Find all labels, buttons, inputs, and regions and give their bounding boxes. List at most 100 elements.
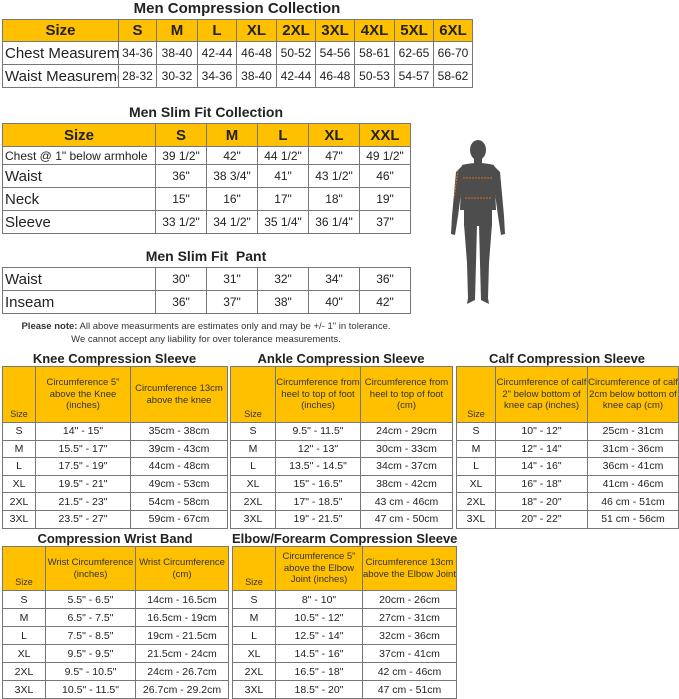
table-cell: 46" [359, 164, 411, 188]
table-cell: 5.5" - 6.5" [45, 590, 136, 609]
table-cell: 20" - 22" [495, 509, 588, 529]
header-cell: Circumference of calf 2" below bottom of… [495, 366, 588, 423]
table-row: L 14" - 16" 36cm - 41cm [456, 457, 679, 476]
table-cell: 32" [257, 267, 309, 291]
wrist-table: Size Wrist Circumference (inches) Wrist Ci… [2, 546, 229, 699]
table-cell: 9.5" - 11.5" [275, 422, 361, 441]
table-cell: 38-40 [236, 64, 277, 88]
table-cell: 17" - 18.5" [275, 492, 361, 511]
slim-fit-title: Men Slim Fit Collection [128, 104, 283, 120]
table-row: Neck 15" 16" 17" 18" 19" [2, 187, 411, 211]
table-cell: 47 cm - 50cm [360, 509, 453, 529]
table-cell: 18" - 20" [495, 492, 588, 511]
header-cell: 6XL [433, 19, 473, 42]
table-row: M 15.5" - 17" 39cm - 43cm [2, 439, 228, 459]
header-row: Size S M L XL XXL [2, 123, 411, 147]
row-label: M [2, 439, 36, 459]
table-cell: 41cm - 46cm [587, 474, 679, 494]
header-cell: Circumference 13cm above the Elbow Joint [362, 546, 457, 591]
table-cell: 27cm - 31cm [362, 608, 457, 627]
table-cell: 38-40 [156, 41, 198, 65]
table-row: XL 9.5" - 9.5" 21.5cm - 24cm [2, 644, 229, 663]
table-row: 2XL 18" - 20" 46 cm - 51cm [456, 492, 679, 511]
table-cell: 14cm - 16.5cm [135, 590, 229, 609]
table-cell: 18" [308, 187, 360, 211]
row-label: Chest @ 1" below armhole [2, 146, 156, 165]
table-row: L 13.5" - 14.5" 34cm - 37cm [230, 457, 453, 476]
table-cell: 16.5" - 18" [275, 662, 363, 681]
header-cell: 2XL [276, 19, 316, 42]
table-cell: 51 cm - 56cm [587, 509, 679, 529]
table-cell: 39 1/2" [155, 146, 207, 165]
table-cell: 12" - 14" [495, 439, 588, 459]
table-cell: 13.5" - 14.5" [275, 457, 361, 476]
wrist-title: Compression Wrist Band [37, 531, 193, 546]
table-cell: 36" [155, 164, 207, 188]
table-cell: 25cm - 31cm [587, 422, 679, 441]
table-cell: 30cm - 33cm [360, 439, 453, 459]
table-cell: 44 1/2" [257, 146, 309, 165]
row-label: Waist [2, 267, 156, 291]
table-cell: 38" [257, 290, 309, 314]
table-cell: 6.5" - 7.5" [45, 608, 136, 627]
header-cell: XL [236, 19, 277, 42]
table-cell: 14" - 15" [35, 422, 131, 441]
table-cell: 14.5" - 16" [275, 644, 363, 663]
table-cell: 50-53 [354, 64, 395, 88]
table-row: XL 15" - 16.5" 38cm - 42cm [230, 474, 453, 494]
table-cell: 43 cm - 46cm [360, 492, 453, 511]
ankle-table: Size Circumference from heel to top of fo… [230, 366, 453, 529]
row-label: S [232, 590, 276, 609]
table-row: Waist Measurement28-3230-3234-3638-4042-… [2, 64, 473, 88]
table-cell: 34cm - 37cm [360, 457, 453, 476]
header-cell: Wrist Circumference (inches) [45, 546, 136, 591]
header-cell: S [155, 123, 207, 147]
table-cell: 39cm - 43cm [130, 439, 228, 459]
table-cell: 7.5" - 8.5" [45, 626, 136, 645]
table-cell: 42-44 [197, 41, 237, 65]
table-row: XL 19.5" - 21" 49cm - 53cm [2, 474, 228, 494]
table-cell: 49 1/2" [359, 146, 411, 165]
table-cell: 54-56 [315, 41, 355, 65]
table-cell: 21.5" - 23" [35, 492, 131, 511]
row-label: 2XL [456, 492, 496, 511]
table-cell: 42" [206, 146, 258, 165]
table-cell: 10.5" - 12" [275, 608, 363, 627]
table-cell: 47 cm - 51cm [362, 680, 457, 699]
table-cell: 23.5" - 27" [35, 509, 131, 529]
elbow-table: Size Circumference 5" above the Elbow Joi… [232, 546, 457, 699]
table-cell: 41" [257, 164, 309, 188]
table-cell: 26.7cm - 29.2cm [135, 680, 229, 699]
row-label: 3XL [2, 680, 46, 699]
table-cell: 24cm - 29cm [360, 422, 453, 441]
table-row: Sleeve 33 1/2" 34 1/2" 35 1/4" 36 1/4" 37" [2, 210, 411, 234]
table-cell: 21.5cm - 24cm [135, 644, 229, 663]
table-cell: 9.5" - 9.5" [45, 644, 136, 663]
table-row: 2XL 9.5" - 10.5" 24cm - 26.7cm [2, 662, 229, 681]
row-label: M [232, 608, 276, 627]
header-cell: Circumference of calf 2cm below bottom o… [587, 366, 679, 423]
table-cell: 58-62 [433, 64, 473, 88]
header-row: Size S M L XL 2XL 3XL 4XL 5XL 6XL [2, 19, 473, 42]
row-label: M [456, 439, 496, 459]
table-row: M 12" - 14" 31cm - 36cm [456, 439, 679, 459]
row-label: Sleeve [2, 210, 156, 234]
table-cell: 47" [308, 146, 360, 165]
table-cell: 36 1/4" [308, 210, 360, 234]
header-cell: L [257, 123, 309, 147]
row-label: M [230, 439, 276, 459]
table-cell: 17" [257, 187, 309, 211]
table-row: Chest Measurement34-3638-4042-4446-4850-… [2, 41, 473, 65]
row-label: 3XL [232, 680, 276, 699]
table-cell: 30-32 [156, 64, 198, 88]
elbow-title: Elbow/Forearm Compression Sleeve [232, 531, 458, 546]
table-cell: 10.5" - 11.5" [45, 680, 136, 699]
row-label: 2XL [232, 662, 276, 681]
table-cell: 10" - 12" [495, 422, 588, 441]
header-cell: Circumference 13cm above the knee [130, 366, 228, 423]
slim-pant-title: Men Slim Fit Pant [145, 248, 267, 264]
table-cell: 15" - 16.5" [275, 474, 361, 494]
row-label: 2XL [2, 662, 46, 681]
table-cell: 14" - 16" [495, 457, 588, 476]
